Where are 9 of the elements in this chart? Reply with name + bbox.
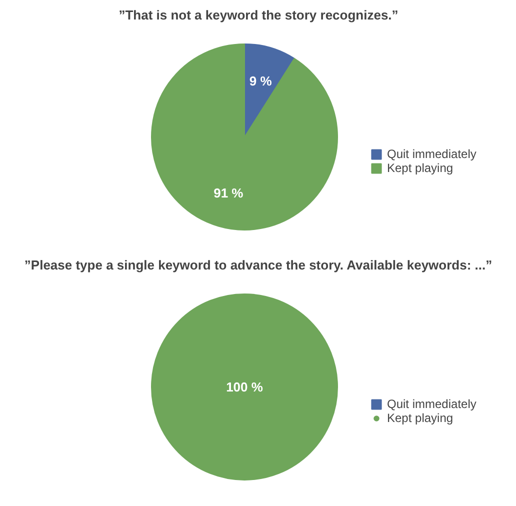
data-label: 91 % (214, 186, 244, 201)
legend-label: Kept playing (387, 161, 454, 175)
legend-label: Quit immediately (387, 147, 476, 161)
legend-label: Quit immediately (387, 397, 476, 411)
legend-label: Kept playing (387, 411, 454, 425)
data-label: 9 % (249, 73, 272, 88)
data-label: 100 % (226, 379, 264, 394)
chart-title: ”That is not a keyword the story recognizes.” (118, 8, 398, 22)
chart-title: ”Please type a single keyword to advance the story. Available keywords: ...” (24, 258, 492, 272)
